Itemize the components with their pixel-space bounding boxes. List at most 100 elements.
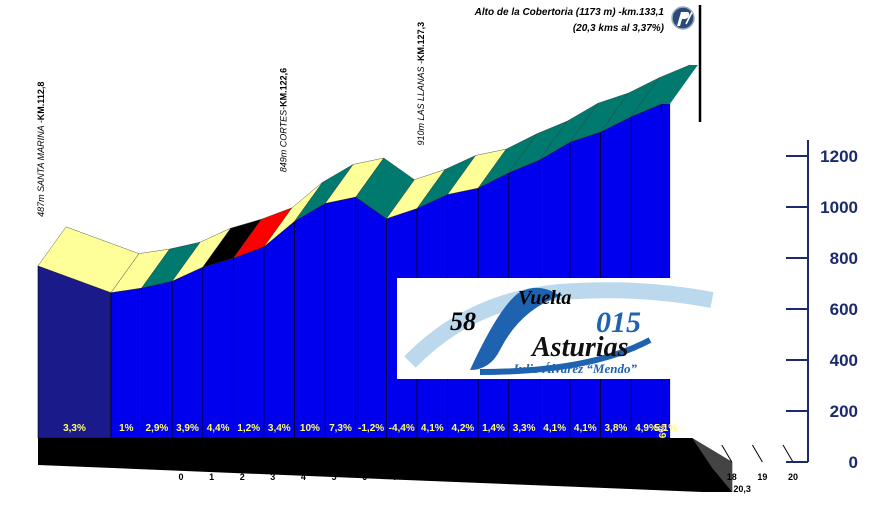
gradient-label: 6% bbox=[658, 424, 669, 439]
x-end-label: 20,3 bbox=[733, 484, 751, 494]
gradient-label: 3,9% bbox=[176, 423, 199, 434]
x-tick-label: 19 bbox=[757, 472, 767, 482]
x-tick-mark bbox=[507, 444, 519, 463]
x-tick-mark bbox=[690, 444, 702, 463]
x-tick-label: 20 bbox=[788, 472, 798, 482]
x-tick-mark bbox=[445, 444, 457, 463]
x-tick-mark bbox=[537, 444, 549, 463]
logo-subtitle: Julio Álvarez “Mendo” bbox=[511, 361, 637, 376]
gradient-label: 5,1% bbox=[654, 423, 677, 434]
gradient-label: 3,8% bbox=[605, 423, 628, 434]
x-tick-label: 15 bbox=[635, 472, 645, 482]
x-tick-label: 13 bbox=[574, 472, 584, 482]
gradient-labels: 3,3% 1% 2,9% 3,9% 4,4% 1,2% 3,4% 10% 7,3% -1,2% -4… bbox=[63, 423, 677, 438]
x-tick-label: 10 bbox=[482, 472, 492, 482]
profile-km-column bbox=[294, 202, 326, 439]
profile-km-column bbox=[630, 103, 663, 439]
gradient-label: -4,4% bbox=[389, 423, 415, 434]
profile-base bbox=[38, 438, 733, 492]
y-tick-label: 1200 bbox=[820, 147, 858, 166]
gradient-label: 1% bbox=[119, 423, 134, 434]
x-tick-mark bbox=[782, 444, 794, 463]
x-tick-label: 12 bbox=[543, 472, 553, 482]
x-tick-mark bbox=[751, 444, 763, 463]
summit-subtitle: (20,3 kms al 3,37%) bbox=[573, 23, 665, 34]
y-tick-label: 600 bbox=[830, 300, 858, 319]
x-tick-label: 9 bbox=[454, 472, 459, 482]
x-tick-label: 18 bbox=[727, 472, 737, 482]
profile-km-column bbox=[37, 265, 112, 439]
x-tick-mark bbox=[231, 444, 243, 463]
x-tick-label: 3 bbox=[270, 472, 275, 482]
profile-floor-edge bbox=[692, 438, 733, 492]
annotations: 487m SANTA MARINA -KM.112,8 849m CORTES-K… bbox=[36, 22, 426, 217]
x-tick-mark bbox=[201, 444, 213, 463]
x-tick-mark bbox=[568, 444, 580, 463]
x-tick-label: 4 bbox=[301, 472, 306, 482]
x-tick-mark bbox=[660, 444, 672, 463]
x-tick-mark bbox=[354, 444, 366, 463]
y-axis: 0 200 400 600 800 1000 1200 bbox=[786, 140, 858, 472]
location-annotation: 910m LAS LLANAS -KM.127,3 bbox=[416, 22, 426, 146]
profile-km-column bbox=[661, 103, 671, 439]
profile-km-column bbox=[233, 246, 265, 439]
gradient-label: -1,2% bbox=[358, 423, 384, 434]
gradient-label: 4,4% bbox=[207, 423, 230, 434]
logo-word2: Asturias bbox=[530, 332, 629, 363]
gradient-label: 4,2% bbox=[452, 423, 475, 434]
x-tick-label: 11 bbox=[513, 472, 523, 482]
x-tick-mark bbox=[262, 444, 274, 463]
profile-km-column bbox=[355, 196, 387, 439]
summit-title: Alto de la Cobertoria (1173 m) -km.133,1 bbox=[474, 7, 665, 18]
x-tick-label: 5 bbox=[331, 472, 336, 482]
profile-km-column bbox=[171, 266, 204, 439]
x-tick-label: 7 bbox=[393, 472, 398, 482]
x-tick-label: 1 bbox=[209, 472, 214, 482]
gradient-label: 3,3% bbox=[513, 423, 536, 434]
profile-km-column bbox=[324, 196, 357, 439]
profile-km-column bbox=[202, 257, 234, 439]
y-tick-label: 0 bbox=[849, 453, 858, 472]
x-tick-label: 16 bbox=[666, 472, 676, 482]
x-tick-mark bbox=[415, 444, 427, 463]
gradient-label: 10% bbox=[300, 423, 320, 434]
location-annotation: 849m CORTES-KM.122,6 bbox=[278, 68, 288, 172]
location-annotation: 487m SANTA MARINA -KM.112,8 bbox=[36, 82, 46, 217]
x-tick-mark bbox=[629, 444, 641, 463]
gradient-label: 4,9% bbox=[635, 423, 658, 434]
gradient-label: 1,4% bbox=[482, 423, 505, 434]
logo-year: 015 bbox=[596, 306, 641, 339]
x-tick-mark bbox=[384, 444, 396, 463]
x-tick-label: 8 bbox=[423, 472, 428, 482]
x-tick-mark bbox=[170, 444, 182, 463]
logo-number: 58 bbox=[450, 307, 476, 336]
profile-km-column bbox=[110, 287, 142, 439]
gradient-label: 4,1% bbox=[574, 423, 597, 434]
gradient-label: 2,9% bbox=[146, 423, 169, 434]
y-tick-label: 400 bbox=[830, 351, 858, 370]
x-tick-label: 0 bbox=[178, 472, 183, 482]
y-tick-label: 1000 bbox=[820, 198, 858, 217]
profile-top-surface bbox=[37, 64, 698, 293]
x-tick-mark bbox=[292, 444, 304, 463]
x-tick-mark bbox=[721, 444, 733, 463]
x-tick-mark bbox=[476, 444, 488, 463]
x-tick-label: 2 bbox=[240, 472, 245, 482]
x-tick-mark bbox=[598, 444, 610, 463]
climb-category-icon bbox=[671, 6, 695, 30]
x-tick-mark bbox=[323, 444, 335, 463]
profile-km-column bbox=[141, 280, 173, 439]
x-tick-label: 17 bbox=[696, 472, 706, 482]
gradient-label: 3,4% bbox=[268, 423, 291, 434]
gradient-label: 7,3% bbox=[329, 423, 352, 434]
profile-top-segment bbox=[661, 64, 698, 104]
gradient-label: 4,1% bbox=[421, 423, 444, 434]
profile-floor bbox=[38, 438, 733, 492]
y-tick-label: 200 bbox=[830, 402, 858, 421]
profile-km-column bbox=[600, 116, 632, 439]
gradient-label: 1,2% bbox=[237, 423, 260, 434]
race-logo: 58 Vuelta 015 Asturias Julio Álvarez “Me… bbox=[397, 278, 717, 379]
profile-km-column bbox=[263, 220, 295, 439]
